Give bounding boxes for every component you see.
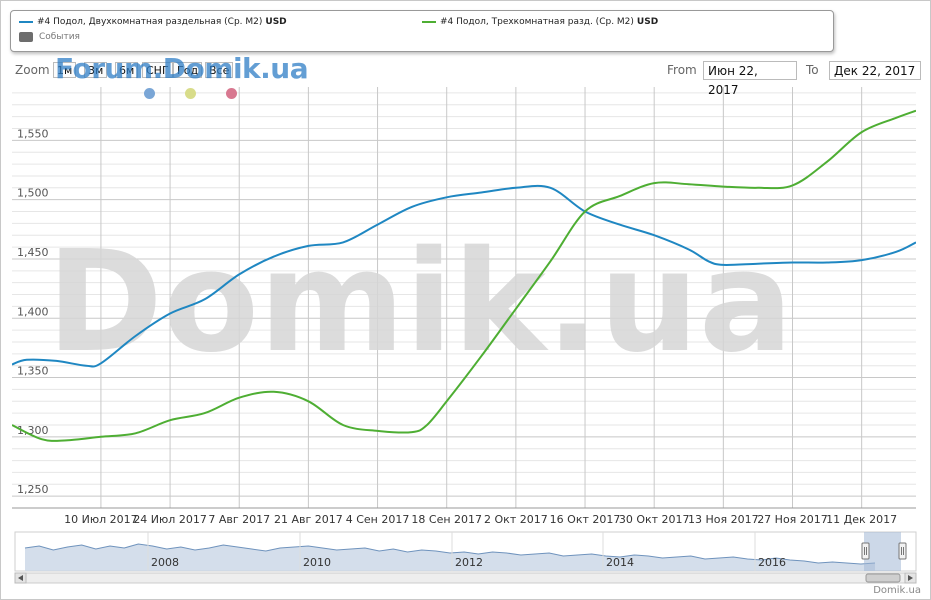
plot-area: [12, 87, 916, 508]
zoom-button-6m[interactable]: 6м: [115, 62, 139, 78]
forum-watermark: Forum.Domik.ua: [55, 52, 309, 85]
series-layer: [12, 109, 916, 442]
x-tick-label: 13 Ноя 2017: [688, 513, 759, 526]
x-tick-label: 21 Авг 2017: [274, 513, 343, 526]
y-tick-label: 1,350: [17, 365, 49, 378]
x-tick-label: 7 Авг 2017: [208, 513, 270, 526]
range-from-input[interactable]: Июн 22, 2017: [703, 61, 797, 97]
zoom-button-3m[interactable]: 3м: [84, 62, 108, 78]
navigator-year-label: 2010: [303, 556, 331, 569]
x-tick-label: 24 Июл 2017: [133, 513, 207, 526]
legend: #4 Подол, Двухкомнатная раздельная (Ср. …: [10, 10, 834, 52]
navigator[interactable]: 2008 2010 2012 2014 2016: [14, 531, 917, 584]
credit-link[interactable]: Domik.ua: [873, 585, 921, 596]
legend-events-label: События: [39, 32, 80, 42]
range-from-label: From: [667, 63, 697, 77]
events-swatch: [19, 32, 33, 42]
navigator-line: [24, 543, 876, 565]
x-tick-label: 16 Окт 2017: [550, 513, 621, 526]
x-tick-label: 27 Ноя 2017: [757, 513, 828, 526]
range-to-input[interactable]: Дек 22, 2017: [829, 61, 921, 80]
x-tick-label: 10 Июл 2017: [64, 513, 138, 526]
series2-swatch: [422, 21, 436, 23]
range-to-label: To: [806, 63, 819, 77]
navigator-year-label: 2014: [606, 556, 634, 569]
series2-line[interactable]: [12, 109, 916, 442]
x-tick-label: 30 Окт 2017: [619, 513, 690, 526]
navigator-year-label: 2012: [455, 556, 483, 569]
x-tick-label: 11 Дек 2017: [826, 513, 897, 526]
scroll-right-arrow-icon: [908, 575, 913, 581]
zoom-button-ytd[interactable]: СНГ: [142, 62, 173, 78]
zoom-button-1m[interactable]: 1м: [53, 62, 77, 78]
background-watermark: Domik.ua: [47, 221, 794, 384]
legend-item-series2[interactable]: #4 Подол, Трехкомнатная разд. (Ср. М2) U…: [422, 17, 658, 27]
legend-series2-label: #4 Подол, Трехкомнатная разд. (Ср. М2): [440, 17, 634, 27]
y-tick-label: 1,250: [17, 483, 49, 496]
legend-series1-label: #4 Подол, Двухкомнатная раздельная (Ср. …: [37, 17, 263, 27]
zoom-button-year[interactable]: Год: [173, 62, 203, 78]
series1-line[interactable]: [12, 184, 916, 368]
x-tick-label: 18 Сен 2017: [411, 513, 482, 526]
x-tick-label: 4 Сен 2017: [346, 513, 410, 526]
y-tick-label: 1,450: [17, 246, 49, 259]
event-dot-pink[interactable]: [226, 88, 237, 99]
legend-series1-unit: USD: [265, 17, 287, 27]
legend-series2-unit: USD: [636, 17, 659, 27]
grid: [12, 87, 916, 508]
navigator-selection[interactable]: [864, 532, 901, 571]
navigator-year-label: 2016: [758, 556, 786, 569]
legend-item-series1[interactable]: #4 Подол, Двухкомнатная раздельная (Ср. …: [19, 17, 287, 27]
scrollbar-track[interactable]: [14, 572, 917, 584]
navigator-year-label: 2008: [151, 556, 179, 569]
series1-swatch: [19, 21, 33, 23]
zoom-label: Zoom: [15, 63, 50, 77]
navigator-area: [25, 544, 875, 571]
navigator-handle-left[interactable]: [861, 542, 870, 560]
y-tick-label: 1,500: [17, 187, 49, 200]
navigator-handle-right[interactable]: [898, 542, 907, 560]
scroll-left-arrow-icon: [18, 575, 23, 581]
y-tick-label: 1,550: [17, 127, 49, 140]
y-axis: 1,250 1,300 1,350 1,400 1,450 1,500 1,550: [17, 127, 49, 496]
y-tick-label: 1,300: [17, 424, 49, 437]
scrollbar-thumb[interactable]: [865, 573, 901, 583]
event-dot-yellow[interactable]: [185, 88, 196, 99]
legend-item-events[interactable]: События: [19, 32, 80, 42]
zoom-button-all[interactable]: Все: [205, 62, 234, 78]
x-tick-label: 2 Окт 2017: [484, 513, 548, 526]
y-tick-label: 1,400: [17, 305, 49, 318]
event-dot-blue[interactable]: [144, 88, 155, 99]
